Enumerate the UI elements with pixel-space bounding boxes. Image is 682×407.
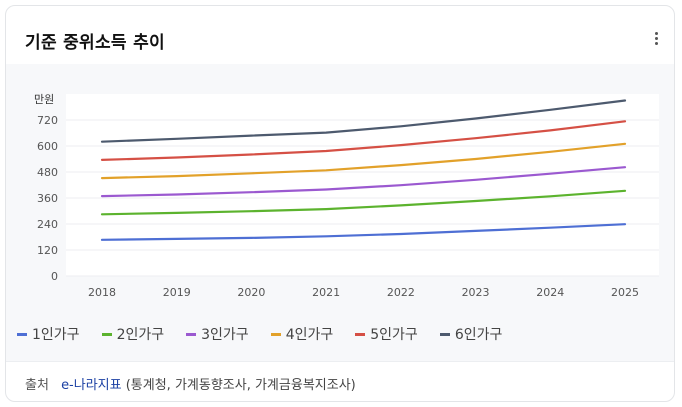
legend-swatch xyxy=(186,332,197,336)
legend-item[interactable]: 4인가구 xyxy=(270,324,334,344)
legend-item[interactable]: 1인가구 xyxy=(17,324,80,344)
x-tick-label: 2020 xyxy=(237,286,265,299)
x-tick-label: 2024 xyxy=(536,286,564,299)
y-tick-label: 360 xyxy=(37,192,58,205)
legend-swatch xyxy=(270,332,281,336)
legend-label: 3인가구 xyxy=(201,327,249,343)
legend-item[interactable]: 2인가구 xyxy=(101,324,165,344)
legend-label: 5인가구 xyxy=(370,327,418,343)
legend-item[interactable]: 6인가구 xyxy=(439,324,503,344)
x-tick-label: 2019 xyxy=(163,286,191,299)
source-footer: 출처 e-나라지표 (통계청, 가계동향조사, 가계금융복지조사) xyxy=(25,374,356,393)
x-tick-label: 2023 xyxy=(462,286,490,299)
x-tick-label: 2018 xyxy=(88,286,116,299)
line-chart: 0 120 240 360 480 600 720 만원 2018 2019 2020 2021 202… xyxy=(34,93,659,299)
y-tick-label: 600 xyxy=(37,140,58,153)
source-detail: (통계청, 가계동향조사, 가계금융복지조사) xyxy=(125,378,356,393)
legend-label: 1인가구 xyxy=(32,327,80,343)
chart-area: 0 120 240 360 480 600 720 만원 2018 2019 2020 2021 202… xyxy=(6,64,674,361)
series-line xyxy=(100,223,627,241)
series-line xyxy=(100,189,627,216)
footer-divider xyxy=(6,361,674,362)
legend-swatch xyxy=(17,332,27,336)
legend-item[interactable]: 3인가구 xyxy=(186,324,249,344)
y-tick-label: 480 xyxy=(37,166,58,179)
legend-label: 4인가구 xyxy=(285,327,334,343)
y-tick-label: 720 xyxy=(37,114,58,127)
x-tick-label: 2025 xyxy=(611,286,639,299)
x-tick-label: 2022 xyxy=(387,286,415,299)
legend-label: 6인가구 xyxy=(454,327,503,343)
more-options-icon[interactable] xyxy=(652,32,660,50)
card-title: 기준 중위소득 추이 xyxy=(25,33,165,53)
legend-label: 2인가구 xyxy=(116,327,165,343)
y-tick-label: 240 xyxy=(37,218,58,231)
series-line xyxy=(100,99,627,143)
x-tick-label: 2021 xyxy=(312,286,340,299)
legend-item[interactable]: 5인가구 xyxy=(355,324,418,344)
chart-legend: 1인가구 2인가구 3인가구 4인가구 5인가구 6인가구 xyxy=(17,324,524,344)
source-label: 출처 xyxy=(25,378,49,393)
series-line xyxy=(100,142,627,180)
series-line xyxy=(100,120,627,162)
y-axis-label: 만원 xyxy=(34,93,54,106)
series-line xyxy=(100,166,627,198)
legend-swatch xyxy=(439,332,450,336)
legend-swatch xyxy=(355,332,366,336)
y-tick-label: 0 xyxy=(51,270,58,283)
chart-card: 기준 중위소득 추이 0 120 240 360 480 600 720 만원 2018 2019… xyxy=(5,5,675,402)
legend-swatch xyxy=(101,332,112,336)
source-link[interactable]: e-나라지표 xyxy=(61,378,122,393)
y-tick-label: 120 xyxy=(37,244,58,257)
plot-background xyxy=(66,94,659,276)
